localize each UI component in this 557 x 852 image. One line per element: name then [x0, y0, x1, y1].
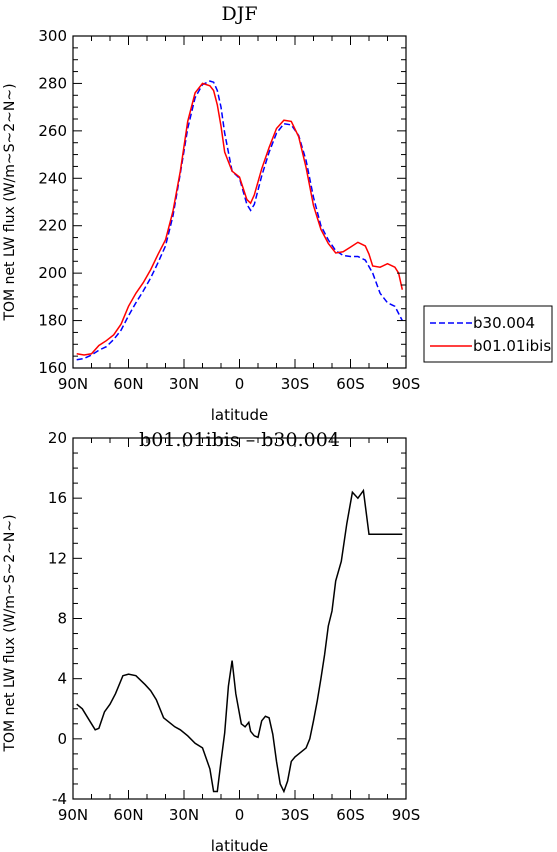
bottom-panel-y-tick-label: 8 [57, 610, 67, 628]
top-panel-y-tick-label: 200 [38, 264, 67, 282]
bottom-panel-series-line-0 [76, 488, 403, 794]
bottom-panel-y-tick-label: -4 [52, 790, 67, 808]
bottom-panel-x-tick-label: 30N [169, 806, 199, 824]
bottom-panel-x-axis-label: latitude [211, 837, 269, 852]
top-panel-title: DJF [221, 3, 257, 25]
legend-label-b01: b01.01ibis [473, 337, 551, 355]
top-panel-x-tick-label: 60S [336, 375, 365, 393]
top-panel-series-line-0 [76, 80, 403, 361]
bottom-panel-plot-area: -4 0 4 8 12 16 20 90N 60N 30N 0 30S 60S 90S [48, 429, 420, 824]
legend: b30.004 b01.01ibis [423, 305, 553, 363]
bottom-panel-x-tick-label: 90S [392, 806, 421, 824]
bottom-panel-x-tick-label: 30S [281, 806, 310, 824]
bottom-panel-y-tick-label: 12 [48, 549, 67, 567]
top-panel-x-tick-label: 30N [169, 375, 199, 393]
top-panel-x-tick-label: 0 [235, 375, 245, 393]
bottom-panel-x-tick-label: 90N [58, 806, 88, 824]
bottom-panel-y-tick-label: 0 [57, 730, 67, 748]
bottom-panel-frame [72, 437, 407, 800]
top-panel-y-tick-label: 180 [38, 312, 67, 330]
bottom-panel-y-tick-label: 4 [57, 670, 67, 688]
bottom-panel-y-tick-label: 20 [48, 429, 67, 447]
bottom-panel-y-tick-label: 16 [48, 489, 67, 507]
top-panel-x-tick-label: 60N [113, 375, 143, 393]
top-panel: DJF 160 180 200 220 240 260 280 300 90N 60N 30N 0 30… [2, 3, 420, 424]
top-panel-y-axis-label: TOM net LW flux (W/m~S~2~N~) [2, 83, 18, 321]
top-panel-x-tick-label: 90S [392, 375, 421, 393]
legend-label-b30: b30.004 [473, 314, 535, 332]
bottom-panel-x-tick-label: 60S [336, 806, 365, 824]
top-panel-x-tick-label: 90N [58, 375, 88, 393]
top-panel-y-tick-label: 300 [38, 27, 67, 45]
top-panel-plot-area: 160 180 200 220 240 260 280 300 90N 60N 30N 0 30S 60S… [38, 27, 420, 393]
legend-box [423, 305, 553, 363]
top-panel-y-tick-label: 280 [38, 74, 67, 92]
top-panel-y-tick-label: 260 [38, 122, 67, 140]
top-panel-y-tick-label: 160 [38, 359, 67, 377]
top-panel-series-line-1 [76, 82, 404, 356]
top-panel-y-tick-label: 240 [38, 169, 67, 187]
bottom-panel-y-axis-label: TOM net LW flux (W/m~S~2~N~) [2, 514, 18, 752]
top-panel-x-tick-label: 30S [281, 375, 310, 393]
bottom-panel-x-tick-label: 0 [235, 806, 245, 824]
top-panel-y-tick-label: 220 [38, 217, 67, 235]
bottom-panel-x-tick-label: 60N [113, 806, 143, 824]
top-panel-x-axis-label: latitude [211, 406, 269, 424]
